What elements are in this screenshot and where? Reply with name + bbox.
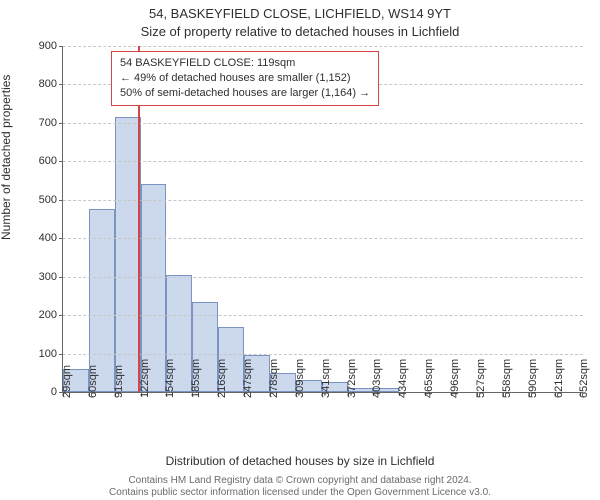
plot-area: 54 BASKEYFIELD CLOSE: 119sqm ← 49% of de…: [62, 46, 583, 393]
ytick-label: 800: [39, 78, 57, 90]
histogram-bar: [115, 117, 141, 392]
ytick-label: 100: [39, 348, 57, 360]
ytick-label: 400: [39, 232, 57, 244]
xtick-label: 29sqm: [61, 365, 73, 398]
xtick-label: 652sqm: [578, 359, 590, 398]
xtick-label: 372sqm: [346, 359, 358, 398]
xtick-label: 309sqm: [294, 359, 306, 398]
ytick-mark: [59, 84, 63, 85]
gridline: [63, 354, 583, 355]
ytick-mark: [59, 200, 63, 201]
xtick-label: 278sqm: [268, 359, 280, 398]
gridline: [63, 161, 583, 162]
y-axis-label: Number of detached properties: [0, 75, 13, 240]
gridline: [63, 46, 583, 47]
xtick-label: 216sqm: [216, 359, 228, 398]
chart-title-desc: Size of property relative to detached ho…: [0, 24, 600, 39]
ytick-mark: [59, 354, 63, 355]
ytick-label: 900: [39, 40, 57, 52]
gridline: [63, 238, 583, 239]
chart-container: 54, BASKEYFIELD CLOSE, LICHFIELD, WS14 9…: [0, 0, 600, 500]
xtick-label: 91sqm: [113, 365, 125, 398]
xtick-label: 122sqm: [139, 359, 151, 398]
ytick-label: 200: [39, 309, 57, 321]
gridline: [63, 277, 583, 278]
xtick-label: 558sqm: [501, 359, 513, 398]
xtick-label: 496sqm: [449, 359, 461, 398]
ytick-mark: [59, 123, 63, 124]
xtick-label: 341sqm: [320, 359, 332, 398]
annotation-line1: 54 BASKEYFIELD CLOSE: 119sqm: [120, 56, 370, 71]
gridline: [63, 123, 583, 124]
xtick-label: 247sqm: [242, 359, 254, 398]
ytick-mark: [59, 46, 63, 47]
x-axis-label: Distribution of detached houses by size …: [0, 454, 600, 468]
ytick-mark: [59, 277, 63, 278]
xtick-label: 527sqm: [475, 359, 487, 398]
gridline: [63, 200, 583, 201]
xtick-label: 434sqm: [397, 359, 409, 398]
ytick-label: 500: [39, 194, 57, 206]
ytick-label: 300: [39, 271, 57, 283]
xtick-label: 154sqm: [164, 359, 176, 398]
ytick-mark: [59, 315, 63, 316]
annotation-line2: ← 49% of detached houses are smaller (1,…: [120, 71, 370, 86]
ytick-mark: [59, 238, 63, 239]
xtick-label: 60sqm: [87, 365, 99, 398]
ytick-label: 700: [39, 117, 57, 129]
footer-line2: Contains public sector information licen…: [0, 487, 600, 498]
annotation-box: 54 BASKEYFIELD CLOSE: 119sqm ← 49% of de…: [111, 51, 379, 106]
xtick-label: 621sqm: [553, 359, 565, 398]
ytick-mark: [59, 161, 63, 162]
annotation-line3: 50% of semi-detached houses are larger (…: [120, 86, 370, 101]
xtick-label: 403sqm: [371, 359, 383, 398]
xtick-label: 590sqm: [527, 359, 539, 398]
footer-line1: Contains HM Land Registry data © Crown c…: [0, 475, 600, 486]
ytick-label: 600: [39, 155, 57, 167]
xtick-label: 465sqm: [423, 359, 435, 398]
chart-title-address: 54, BASKEYFIELD CLOSE, LICHFIELD, WS14 9…: [0, 6, 600, 21]
xtick-label: 185sqm: [190, 359, 202, 398]
gridline: [63, 315, 583, 316]
ytick-label: 0: [51, 386, 57, 398]
